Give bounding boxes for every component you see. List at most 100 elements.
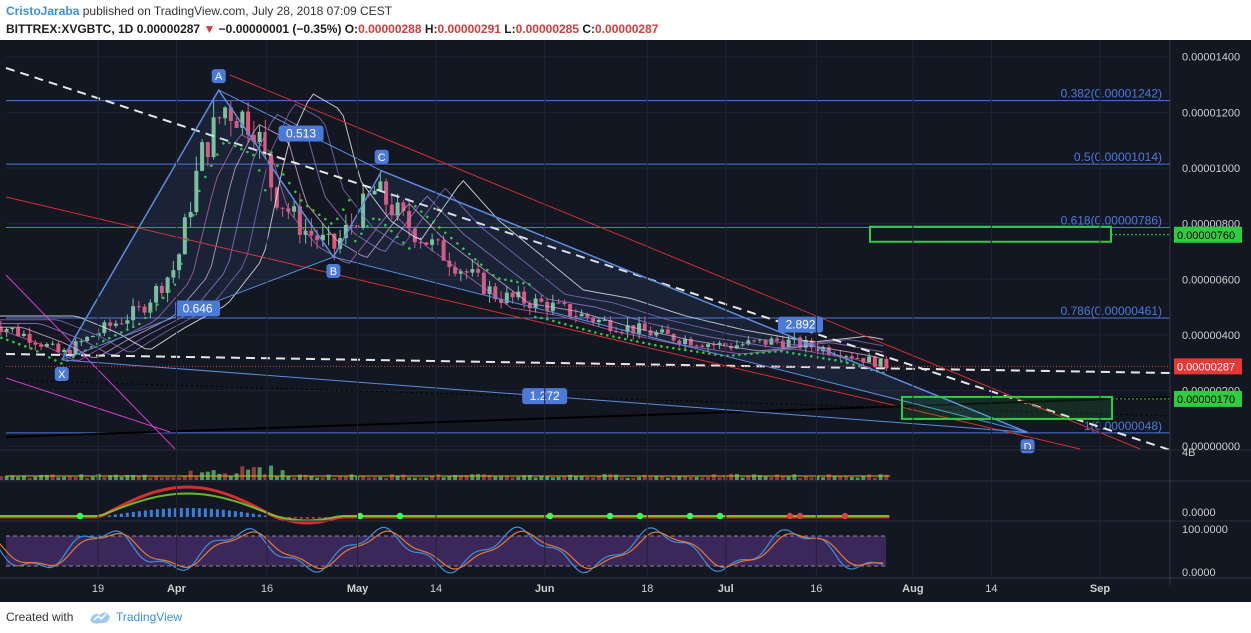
volume-bar <box>21 475 26 480</box>
sar-dot <box>792 351 795 355</box>
created-with-text: Created with <box>6 610 74 624</box>
volume-bar <box>234 473 239 480</box>
candle-body <box>780 340 785 348</box>
candle-body <box>872 356 877 367</box>
candle-body <box>481 272 486 295</box>
price-tag-box <box>1174 226 1242 243</box>
candle-body <box>849 356 854 358</box>
tradingview-brand-link[interactable]: TradingView <box>116 610 183 624</box>
candle-body <box>154 285 159 303</box>
volume-bar <box>522 475 527 480</box>
price-axis-label: 0.00000000 <box>1182 441 1240 453</box>
volume-bar <box>803 475 808 480</box>
sar-dot <box>570 324 573 328</box>
candle-body <box>27 333 32 343</box>
macd-histogram-bar <box>185 508 189 517</box>
sar-dot <box>54 359 57 362</box>
sar-dot <box>354 239 357 243</box>
price-chart[interactable]: 0.382(0.00001242) 0.5(0.00001014) 0.618(0.… <box>0 40 1251 602</box>
sar-dot <box>336 217 339 221</box>
volume-bar <box>315 477 320 480</box>
sar-dot <box>672 346 675 350</box>
candle-body <box>625 325 630 333</box>
sar-dot <box>330 222 333 225</box>
candle-body <box>148 302 153 313</box>
volume-axis-label: 4B <box>1182 447 1195 459</box>
pattern-point-label: D <box>1024 441 1032 453</box>
sar-dot <box>546 317 549 321</box>
author-link[interactable]: CristoJaraba <box>6 4 80 18</box>
volume-bar <box>619 477 624 480</box>
volume-bar <box>539 475 544 480</box>
sar-dot <box>612 335 615 338</box>
price-axis-label: 0.00001200 <box>1182 107 1240 119</box>
candle-body <box>591 318 596 323</box>
published-text: published on TradingView.com, July 28, 2… <box>82 4 393 18</box>
sar-dot <box>240 147 243 151</box>
volume-bar <box>395 476 400 480</box>
symbol-label: BITTREX:XVGBTC, 1D <box>6 22 134 36</box>
sar-dot <box>216 153 219 156</box>
sar-dot <box>426 215 429 219</box>
sar-dot <box>0 336 3 340</box>
pattern-point-label: B <box>330 266 337 278</box>
candle-body <box>844 356 849 358</box>
macd-histogram-bar <box>257 514 261 517</box>
sar-dot <box>192 213 195 217</box>
candle-body <box>217 117 222 119</box>
volume-bar <box>159 477 164 480</box>
candle-body <box>62 349 67 352</box>
sar-dot <box>396 235 399 239</box>
candle-body <box>740 344 745 346</box>
candle-body <box>763 339 768 345</box>
pattern-point-label: C <box>378 152 386 164</box>
sar-dot <box>648 342 651 346</box>
volume-bar <box>148 477 153 480</box>
sar-dot <box>492 273 495 277</box>
volume-bar <box>366 477 371 480</box>
ticker-line: BITTREX:XVGBTC, 1D 0.00000287 ▼ −0.00000… <box>6 22 658 36</box>
chart-area[interactable]: 0.382(0.00001242) 0.5(0.00001014) 0.618(0.… <box>0 40 1251 602</box>
volume-bar <box>401 474 406 480</box>
sar-dot <box>588 329 591 333</box>
volume-bar <box>269 465 274 480</box>
stoch-band <box>6 536 886 566</box>
sar-dot <box>486 268 489 272</box>
candle-body <box>90 335 95 337</box>
sar-dot <box>270 151 273 154</box>
tradingview-logo-icon[interactable] <box>88 608 112 626</box>
sar-dot <box>690 349 693 353</box>
sar-dot <box>834 358 837 362</box>
volume-bar <box>470 474 475 480</box>
volume-bar <box>251 467 256 480</box>
volume-bar <box>826 474 831 480</box>
macd-histogram-bar <box>221 509 225 517</box>
macd-histogram-bar <box>191 508 195 517</box>
candle-body <box>596 319 601 323</box>
sar-dot <box>786 350 789 354</box>
sar-dot <box>444 231 447 235</box>
sar-dot <box>252 153 255 157</box>
sar-dot <box>72 355 75 359</box>
candle-body <box>315 235 320 241</box>
candle-body <box>33 342 38 345</box>
volume-bar <box>131 475 136 480</box>
volume-bar <box>338 475 343 480</box>
sar-dot <box>606 333 609 337</box>
candle-body <box>125 320 130 324</box>
volume-bar <box>775 474 780 480</box>
volume-bar <box>447 476 452 480</box>
sar-dot <box>510 279 513 283</box>
macd-histogram-bar <box>203 508 207 517</box>
volume-bar <box>194 476 199 480</box>
macd-histogram-bar <box>293 517 297 519</box>
volume-bar <box>671 476 676 480</box>
fib-level-label: 1(0.00000048) <box>1084 419 1162 433</box>
candle-body <box>453 267 458 274</box>
sar-dot <box>36 350 39 353</box>
candle-body <box>688 338 693 346</box>
volume-bar <box>246 469 251 480</box>
candle-body <box>677 340 682 345</box>
candle-body <box>142 306 147 313</box>
volume-bar <box>746 475 751 480</box>
